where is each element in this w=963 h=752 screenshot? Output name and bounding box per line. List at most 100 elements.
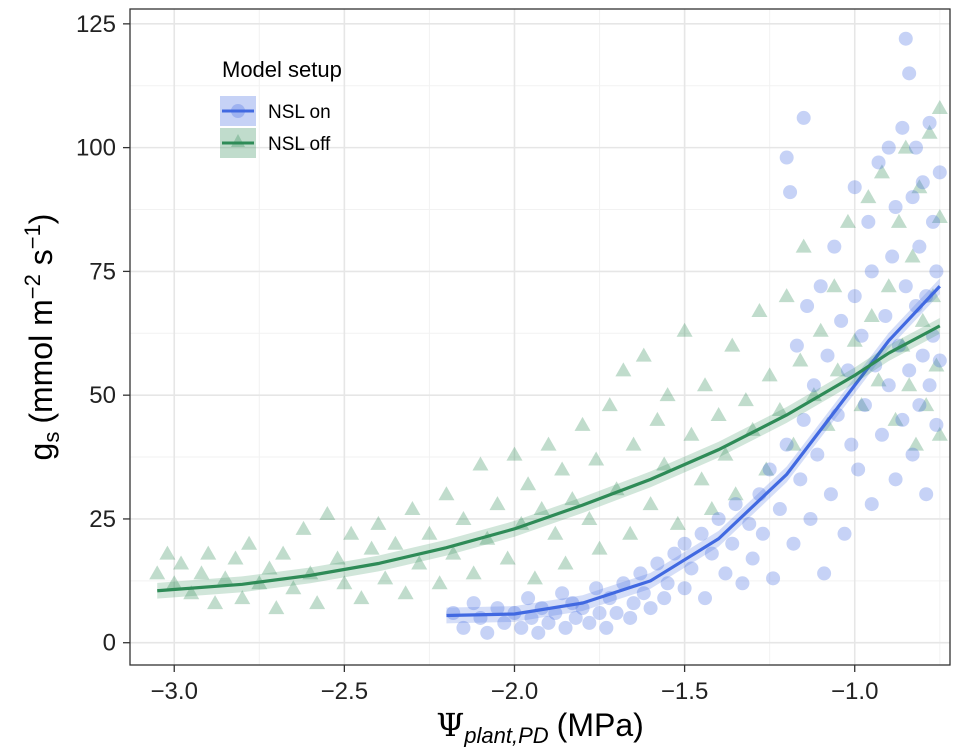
point-nsl-off [839, 213, 856, 228]
point-nsl-off [792, 352, 809, 367]
point-nsl-off [319, 505, 336, 520]
y-tick-label: 0 [103, 630, 116, 657]
point-nsl-off [727, 486, 744, 501]
legend: Model setup NSL on NSL off [220, 57, 342, 158]
point-nsl-off [554, 461, 571, 476]
legend-label-nsl-off: NSL off [268, 134, 331, 155]
point-nsl-on [912, 239, 927, 254]
point-nsl-off [829, 362, 846, 377]
point-nsl-off [880, 278, 897, 293]
point-nsl-on [823, 487, 838, 502]
y-axis-close: ) [23, 214, 59, 225]
point-nsl-on [589, 581, 604, 596]
x-tick-label: −3.0 [151, 678, 198, 705]
point-nsl-on [803, 511, 818, 526]
point-nsl-on [677, 581, 692, 596]
point-nsl-off [404, 501, 421, 516]
point-nsl-on [592, 606, 607, 621]
point-nsl-off [785, 436, 802, 451]
point-nsl-off [540, 436, 557, 451]
fit-line-nsl-off [157, 324, 941, 593]
point-nsl-off [581, 510, 598, 525]
point-nsl-off [870, 372, 887, 387]
y-tick-label: 75 [89, 258, 116, 285]
point-nsl-off [751, 303, 768, 318]
y-axis-exp2: −1 [20, 224, 45, 249]
point-nsl-on [735, 576, 750, 591]
point-nsl-on [905, 190, 920, 205]
point-nsl-on [789, 338, 804, 353]
point-nsl-on [745, 551, 760, 566]
point-nsl-off [353, 590, 370, 605]
y-axis-base: g [23, 443, 59, 461]
point-nsl-on [633, 566, 648, 581]
point-nsl-on [626, 596, 641, 611]
point-nsl-on [555, 586, 570, 601]
x-axis-subscript: plant,PD [463, 723, 548, 747]
point-nsl-on [915, 348, 930, 363]
point-nsl-on [871, 155, 886, 170]
point-nsl-on [840, 363, 855, 378]
point-nsl-on [847, 289, 862, 304]
point-nsl-on [783, 185, 798, 200]
point-nsl-off [846, 332, 863, 347]
point-nsl-on [704, 546, 719, 561]
point-nsl-off [489, 496, 506, 511]
point-nsl-off [506, 446, 523, 461]
legend-entry-nsl-off: NSL off [220, 128, 331, 158]
point-nsl-off [574, 416, 591, 431]
point-nsl-off [499, 550, 516, 565]
point-nsl-on [919, 487, 934, 502]
point-nsl-off [343, 525, 360, 540]
point-nsl-off [234, 590, 251, 605]
point-nsl-on [531, 625, 546, 640]
point-nsl-on [779, 437, 794, 452]
point-nsl-off [710, 406, 727, 421]
point-nsl-off [309, 595, 326, 610]
grid [130, 9, 950, 665]
point-nsl-on [725, 536, 740, 551]
point-nsl-off [588, 451, 605, 466]
point-nsl-off [622, 525, 639, 540]
point-nsl-off [363, 540, 380, 555]
point-nsl-on [762, 462, 777, 477]
point-nsl-on [810, 447, 825, 462]
point-nsl-on [660, 576, 675, 591]
point-nsl-off [758, 461, 775, 476]
point-nsl-on [786, 536, 801, 551]
point-nsl-on [514, 620, 529, 635]
point-nsl-off [928, 357, 945, 372]
point-nsl-off [863, 307, 880, 322]
point-nsl-on [558, 620, 573, 635]
point-nsl-on [888, 472, 903, 487]
point-nsl-on [698, 591, 713, 606]
point-nsl-on [902, 66, 917, 81]
point-nsl-off [907, 436, 924, 451]
point-nsl-on [922, 378, 937, 393]
point-nsl-off [472, 456, 489, 471]
x-axis-symbol: Ψ [436, 706, 464, 744]
x-axis-title: Ψplant,PD (MPa) [436, 706, 644, 748]
point-nsl-off [615, 362, 632, 377]
point-nsl-on [932, 165, 947, 180]
y-tick-label: 25 [89, 506, 116, 533]
point-nsl-off [329, 550, 346, 565]
point-nsl-off [717, 446, 734, 461]
point-nsl-on [650, 556, 665, 571]
x-tick-label: −1.5 [661, 678, 708, 705]
point-nsl-on [718, 566, 733, 581]
point-nsl-off [737, 392, 754, 407]
point-nsl-off [526, 570, 543, 585]
point-nsl-off [370, 515, 387, 530]
point-nsl-on [657, 591, 672, 606]
point-nsl-off [336, 575, 353, 590]
point-nsl-on [874, 427, 889, 442]
point-nsl-on [864, 497, 879, 512]
points-layer [149, 31, 948, 640]
y-axis-exp1: −2 [20, 274, 45, 299]
point-nsl-on [929, 264, 944, 279]
x-tick-label: −2.5 [321, 678, 368, 705]
point-nsl-on [766, 571, 781, 586]
point-nsl-off [149, 565, 166, 580]
point-nsl-off [703, 501, 720, 516]
